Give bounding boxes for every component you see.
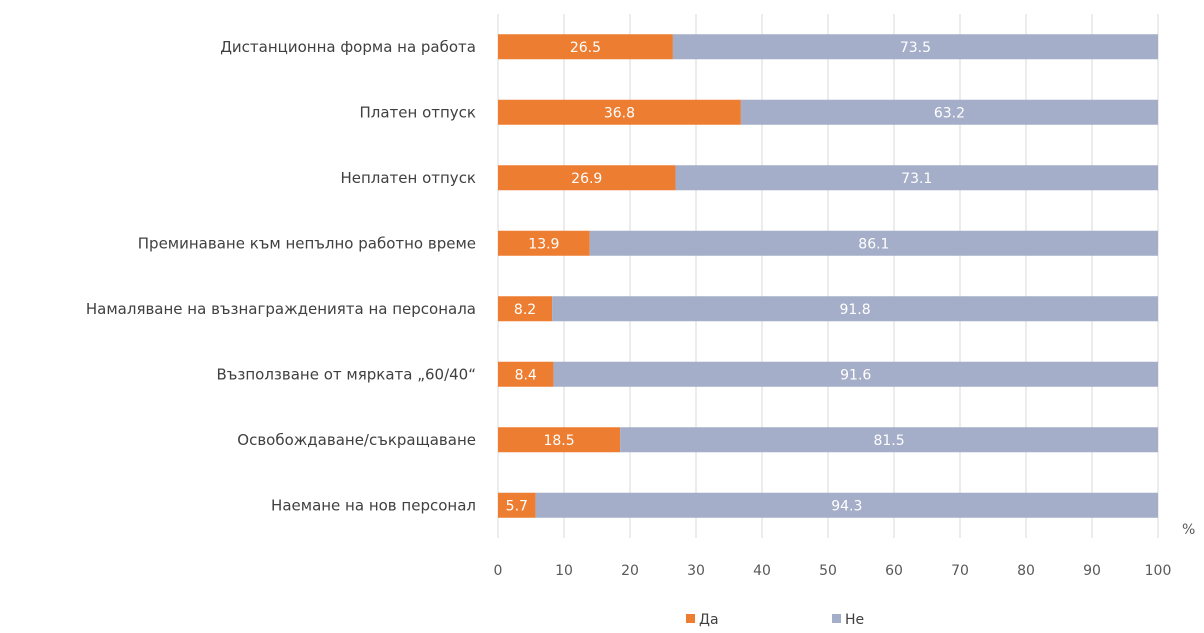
bar-segment-ne — [552, 296, 1158, 322]
x-axis-unit: % — [1182, 522, 1195, 538]
legend: Да Не — [686, 612, 864, 628]
category-label: Платен отпуск — [359, 103, 476, 121]
data-label: 73.1 — [901, 171, 932, 187]
bar-segment-da — [498, 492, 536, 518]
bar-segment-ne — [675, 165, 1158, 191]
x-tick-label: 10 — [555, 563, 573, 579]
data-label: 8.4 — [515, 367, 537, 383]
category-label: Дистанционна форма на работа — [220, 38, 476, 56]
legend-label: Не — [845, 612, 864, 628]
data-label: 86.1 — [858, 236, 889, 252]
bar-segment-ne — [589, 230, 1158, 256]
data-label: 94.3 — [831, 498, 862, 514]
x-axis-ticks: 0 10 20 30 40 50 60 70 80 90 100 — [494, 563, 1172, 579]
data-label: 73.5 — [900, 40, 931, 56]
x-tick-label: 50 — [819, 563, 837, 579]
bar-segment-da — [498, 99, 741, 125]
gridlines — [497, 14, 1159, 538]
category-label: Преминаване към непълно работно време — [138, 234, 476, 252]
legend-label: Да — [699, 612, 719, 628]
bar-segment-da — [498, 427, 621, 453]
category-label: Наемане на нов персонал — [271, 496, 476, 514]
bar-segment-ne — [672, 34, 1158, 60]
bar-segment-da — [498, 165, 676, 191]
category-label: Освобождаване/съкращаване — [237, 431, 476, 449]
x-tick-label: 80 — [1017, 563, 1035, 579]
category-label: Неплатен отпуск — [340, 169, 476, 187]
bar-segment-ne — [620, 427, 1158, 453]
bar-segment-da — [498, 230, 590, 256]
bar-segment-da — [498, 34, 673, 60]
legend-swatch — [832, 614, 841, 623]
x-tick-label: 90 — [1083, 563, 1101, 579]
x-tick-label: 0 — [494, 563, 503, 579]
data-label: 26.5 — [570, 40, 601, 56]
bar-segment-ne — [535, 492, 1158, 518]
bar-segment-da — [498, 296, 553, 322]
category-label: Намаляване на възнагражденията на персон… — [86, 300, 476, 318]
data-label: 91.6 — [840, 367, 871, 383]
data-label: 13.9 — [528, 236, 559, 252]
data-label: 26.9 — [571, 171, 602, 187]
data-label: 36.8 — [604, 105, 635, 121]
data-label: 18.5 — [543, 433, 574, 449]
x-tick-label: 60 — [885, 563, 903, 579]
x-tick-label: 70 — [951, 563, 969, 579]
data-label: 81.5 — [873, 433, 904, 449]
bar-segment-ne — [740, 99, 1158, 125]
category-labels: Дистанционна форма на работа Платен отпус… — [86, 38, 476, 515]
data-label: 91.8 — [839, 302, 870, 318]
bar-segment-ne — [553, 361, 1158, 387]
bar-segment-da — [498, 361, 554, 387]
data-label: 5.7 — [506, 498, 528, 514]
x-tick-label: 30 — [687, 563, 705, 579]
data-label: 63.2 — [934, 105, 965, 121]
bars: 26.5 73.5 36.8 63.2 26.9 73.1 13.9 86.1 8.2 91.8 8… — [498, 34, 1158, 518]
category-label: Възползване от мярката „60/40“ — [216, 365, 476, 383]
x-tick-label: 100 — [1145, 563, 1172, 579]
x-tick-label: 20 — [621, 563, 639, 579]
x-tick-label: 40 — [753, 563, 771, 579]
legend-swatch — [686, 614, 695, 623]
data-label: 8.2 — [514, 302, 536, 318]
